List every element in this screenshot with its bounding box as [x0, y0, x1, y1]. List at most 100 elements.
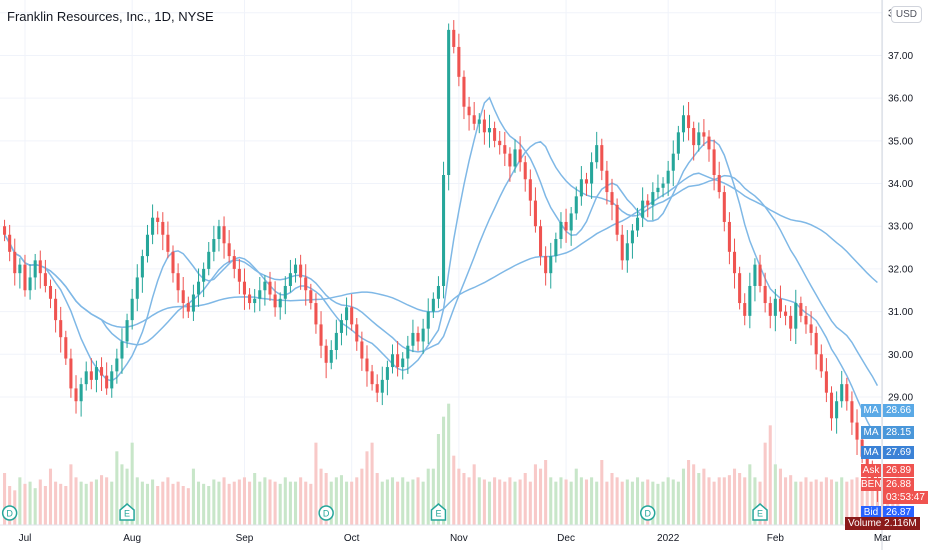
price-tag-ma: MA 28.66: [861, 404, 918, 418]
volume-bar: [865, 477, 869, 525]
volume-tag: Volume 2.116M: [845, 517, 920, 530]
volume-bar: [544, 460, 548, 525]
candle-body: [156, 217, 160, 222]
price-tick-label: 34.00: [888, 179, 913, 190]
volume-bar: [687, 460, 691, 525]
volume-bar: [212, 479, 216, 525]
volume-bar: [54, 481, 58, 525]
time-axis[interactable]: Jul Aug Sep Oct Nov Dec 2022 Feb Mar: [19, 533, 892, 544]
volume-bar: [707, 477, 711, 525]
volume-bar: [539, 468, 543, 525]
candle-body: [722, 192, 726, 222]
volume-bar: [171, 483, 175, 525]
candle-body: [360, 341, 364, 359]
volume-bar: [472, 464, 476, 525]
candle-body: [273, 294, 277, 308]
volume-bar: [559, 477, 563, 525]
price-axis[interactable]: 29.00 30.00 31.00 32.00 33.00 34.00 35.00 36.00…: [888, 8, 913, 403]
volume-bar: [324, 473, 328, 525]
volume-bar: [778, 468, 782, 525]
candle-body: [421, 328, 425, 342]
candlesticks: [3, 20, 879, 502]
volume-bar: [804, 477, 808, 525]
price-tag-label: Ask: [861, 463, 881, 477]
volume-bar: [855, 477, 859, 525]
candle-body: [829, 392, 834, 419]
candle-body: [416, 332, 420, 342]
candle-body: [615, 204, 619, 235]
candle-body: [840, 384, 844, 402]
volume-bar: [94, 479, 98, 525]
candle-body: [635, 217, 640, 231]
candle-body: [171, 251, 175, 274]
candle-body: [819, 354, 823, 372]
candle-body: [59, 320, 63, 338]
candle-body: [248, 294, 252, 304]
volume-bar: [646, 479, 650, 525]
candle-body: [196, 281, 201, 295]
volume-bar: [722, 477, 726, 525]
volume-bar: [681, 468, 686, 525]
candle-body: [64, 337, 68, 359]
volume-bar: [462, 473, 466, 525]
volume-bar: [840, 477, 844, 525]
candle-body: [339, 320, 343, 333]
volume-bar: [79, 481, 83, 525]
volume-bar: [824, 477, 828, 525]
candle-body: [692, 128, 696, 146]
candle-body: [554, 239, 558, 257]
candle-body: [406, 345, 410, 359]
volume-bar: [360, 468, 364, 525]
candle-body: [452, 29, 456, 47]
candle-body: [768, 303, 772, 316]
volume-bar: [635, 477, 640, 525]
candle-body: [350, 307, 354, 325]
volume-bar: [253, 473, 257, 525]
candle-body: [38, 260, 42, 274]
volume-bars: [3, 403, 900, 525]
event-marker-label: E: [124, 509, 130, 519]
price-tick-label: 30.00: [888, 350, 913, 361]
dividend-marker-icon: [318, 505, 334, 521]
candle-body: [69, 358, 73, 389]
volume-bar: [135, 477, 139, 525]
volume-bar: [186, 488, 190, 525]
candle-body: [727, 221, 731, 252]
candle-body: [574, 196, 578, 214]
candle-body: [477, 119, 481, 124]
price-tag-value: 26.89: [883, 463, 915, 477]
candle-body: [518, 149, 522, 163]
volume-bar: [676, 481, 680, 525]
earnings-marker-icon: [430, 503, 447, 521]
candle-body: [314, 303, 318, 325]
volume-bar: [130, 442, 134, 525]
volume-bar: [64, 486, 68, 525]
candle-body: [166, 234, 170, 252]
moving-average-lines: [3, 96, 879, 439]
price-tag-value: 28.15: [883, 426, 915, 440]
volume-bar: [493, 477, 497, 525]
candle-body: [758, 264, 762, 286]
volume-bar: [217, 481, 221, 525]
currency-button[interactable]: USD: [890, 6, 922, 23]
volume-bar: [579, 477, 583, 525]
candle-body: [539, 226, 543, 257]
volume-bar: [202, 483, 206, 525]
candle-body: [283, 285, 287, 299]
volume-bar: [18, 477, 22, 525]
volume-bar: [278, 483, 282, 525]
volume-bar: [814, 479, 818, 525]
volume-bar: [508, 477, 512, 525]
candle-body: [130, 298, 134, 321]
candle-body: [319, 324, 323, 346]
candle-body: [202, 268, 206, 282]
candle-body: [528, 179, 532, 201]
candle-body: [845, 384, 849, 402]
price-tick-label: 35.00: [888, 136, 913, 147]
moving-average-9: [3, 96, 879, 439]
candle-body: [753, 264, 757, 286]
candle-body: [569, 213, 573, 231]
event-marker-label: D: [6, 509, 13, 519]
volume-bar: [835, 481, 839, 525]
